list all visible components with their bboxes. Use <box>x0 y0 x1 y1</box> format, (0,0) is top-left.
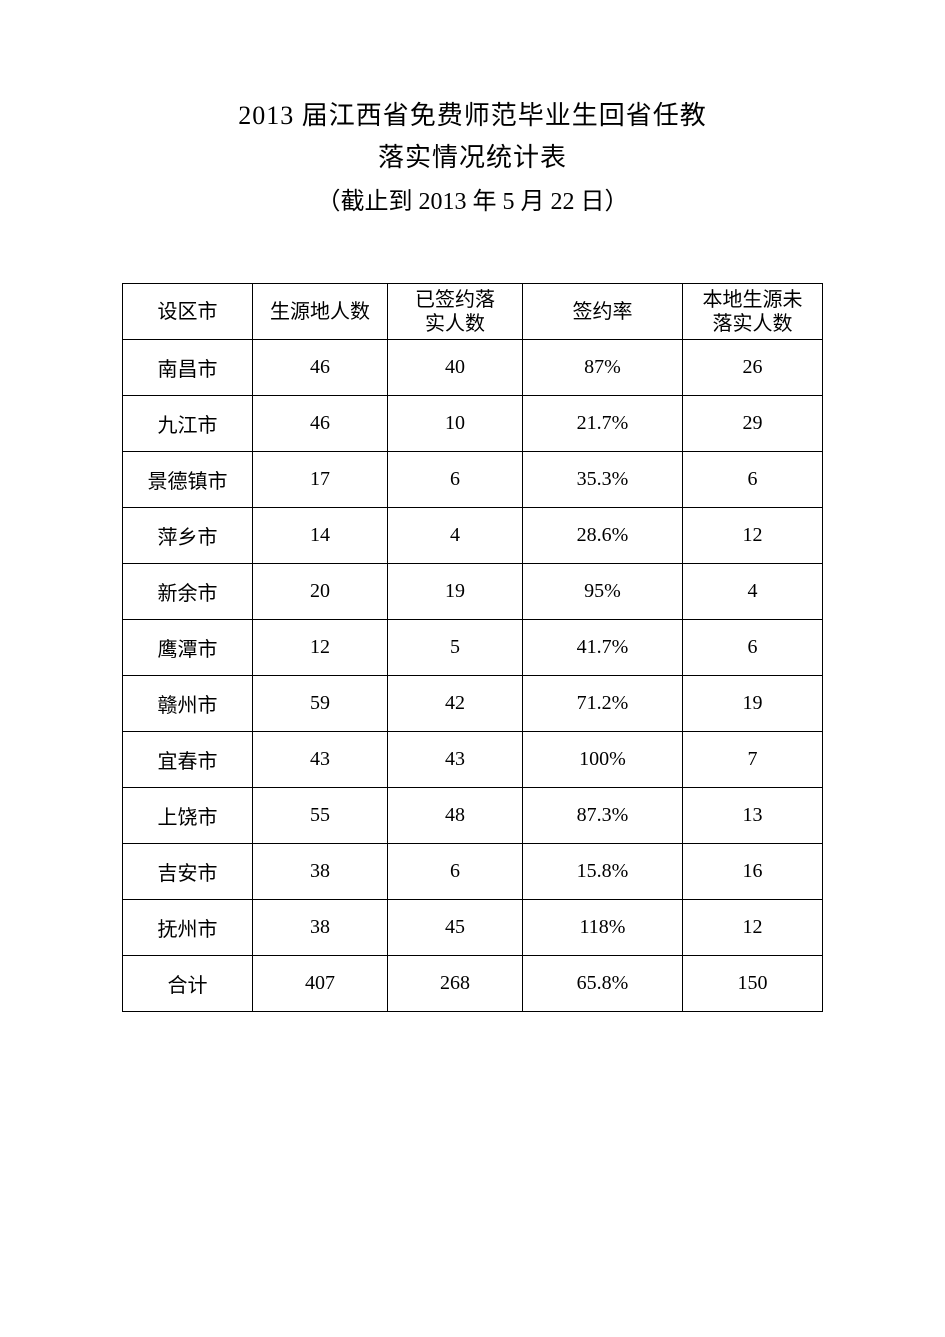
th-source-count: 生源地人数 <box>253 284 388 340</box>
cell-city: 上饶市 <box>123 788 253 844</box>
cell-count: 20 <box>253 564 388 620</box>
cell-city: 新余市 <box>123 564 253 620</box>
cell-signed: 4 <box>388 508 523 564</box>
cell-count: 38 <box>253 844 388 900</box>
cell-count: 55 <box>253 788 388 844</box>
table-row: 南昌市 46 40 87% 26 <box>123 340 823 396</box>
document-page: 2013 届江西省免费师范毕业生回省任教 落实情况统计表 （截止到 2013 年… <box>0 0 945 1012</box>
cell-count: 59 <box>253 676 388 732</box>
cell-signed: 6 <box>388 844 523 900</box>
cell-unset: 12 <box>683 508 823 564</box>
cell-unset: 16 <box>683 844 823 900</box>
cell-signed: 6 <box>388 452 523 508</box>
table-row: 鹰潭市 12 5 41.7% 6 <box>123 620 823 676</box>
cell-rate: 118% <box>523 900 683 956</box>
th-unset-line1: 本地生源未 <box>703 289 803 311</box>
th-sign-rate: 签约率 <box>523 284 683 340</box>
cell-rate: 87% <box>523 340 683 396</box>
table-row: 宜春市 43 43 100% 7 <box>123 732 823 788</box>
th-unset-line2: 落实人数 <box>713 313 793 335</box>
subtitle-line: （截止到 2013 年 5 月 22 日） <box>120 181 825 223</box>
title-block: 2013 届江西省免费师范毕业生回省任教 落实情况统计表 （截止到 2013 年… <box>120 95 825 223</box>
cell-signed: 42 <box>388 676 523 732</box>
cell-city: 南昌市 <box>123 340 253 396</box>
th-signed-line2: 实人数 <box>425 313 485 335</box>
table-row: 上饶市 55 48 87.3% 13 <box>123 788 823 844</box>
cell-rate: 41.7% <box>523 620 683 676</box>
table-row: 萍乡市 14 4 28.6% 12 <box>123 508 823 564</box>
table-header-row: 设区市 生源地人数 已签约落 实人数 签约率 本地生源未 落实人数 <box>123 284 823 340</box>
table-row: 吉安市 38 6 15.8% 16 <box>123 844 823 900</box>
cell-signed: 40 <box>388 340 523 396</box>
statistics-table: 设区市 生源地人数 已签约落 实人数 签约率 本地生源未 落实人数 南昌市 46… <box>122 283 823 1012</box>
cell-unset: 12 <box>683 900 823 956</box>
cell-signed: 45 <box>388 900 523 956</box>
cell-rate: 21.7% <box>523 396 683 452</box>
cell-signed: 48 <box>388 788 523 844</box>
table-row: 新余市 20 19 95% 4 <box>123 564 823 620</box>
cell-unset: 4 <box>683 564 823 620</box>
table-body: 南昌市 46 40 87% 26 九江市 46 10 21.7% 29 景德镇市… <box>123 340 823 1012</box>
cell-rate: 15.8% <box>523 844 683 900</box>
cell-city: 赣州市 <box>123 676 253 732</box>
title-line-2: 落实情况统计表 <box>120 137 825 179</box>
cell-count: 46 <box>253 396 388 452</box>
cell-rate: 87.3% <box>523 788 683 844</box>
cell-count: 407 <box>253 956 388 1012</box>
cell-city: 合计 <box>123 956 253 1012</box>
table-row: 赣州市 59 42 71.2% 19 <box>123 676 823 732</box>
table-row: 九江市 46 10 21.7% 29 <box>123 396 823 452</box>
table-row-total: 合计 407 268 65.8% 150 <box>123 956 823 1012</box>
cell-count: 43 <box>253 732 388 788</box>
cell-signed: 43 <box>388 732 523 788</box>
cell-count: 14 <box>253 508 388 564</box>
cell-city: 九江市 <box>123 396 253 452</box>
cell-signed: 5 <box>388 620 523 676</box>
th-signed-line1: 已签约落 <box>415 289 495 311</box>
th-unsettled: 本地生源未 落实人数 <box>683 284 823 340</box>
table-row: 景德镇市 17 6 35.3% 6 <box>123 452 823 508</box>
cell-unset: 7 <box>683 732 823 788</box>
cell-rate: 100% <box>523 732 683 788</box>
th-signed-count: 已签约落 实人数 <box>388 284 523 340</box>
cell-count: 12 <box>253 620 388 676</box>
cell-city: 萍乡市 <box>123 508 253 564</box>
cell-signed: 268 <box>388 956 523 1012</box>
cell-unset: 6 <box>683 452 823 508</box>
cell-city: 景德镇市 <box>123 452 253 508</box>
cell-unset: 13 <box>683 788 823 844</box>
cell-city: 吉安市 <box>123 844 253 900</box>
cell-rate: 65.8% <box>523 956 683 1012</box>
cell-signed: 19 <box>388 564 523 620</box>
table-row: 抚州市 38 45 118% 12 <box>123 900 823 956</box>
cell-unset: 26 <box>683 340 823 396</box>
cell-unset: 29 <box>683 396 823 452</box>
cell-rate: 71.2% <box>523 676 683 732</box>
cell-unset: 6 <box>683 620 823 676</box>
cell-count: 46 <box>253 340 388 396</box>
cell-city: 抚州市 <box>123 900 253 956</box>
cell-city: 宜春市 <box>123 732 253 788</box>
cell-rate: 35.3% <box>523 452 683 508</box>
cell-count: 17 <box>253 452 388 508</box>
cell-count: 38 <box>253 900 388 956</box>
cell-unset: 150 <box>683 956 823 1012</box>
title-line-1: 2013 届江西省免费师范毕业生回省任教 <box>120 95 825 137</box>
cell-city: 鹰潭市 <box>123 620 253 676</box>
cell-rate: 95% <box>523 564 683 620</box>
cell-signed: 10 <box>388 396 523 452</box>
cell-rate: 28.6% <box>523 508 683 564</box>
th-city: 设区市 <box>123 284 253 340</box>
cell-unset: 19 <box>683 676 823 732</box>
